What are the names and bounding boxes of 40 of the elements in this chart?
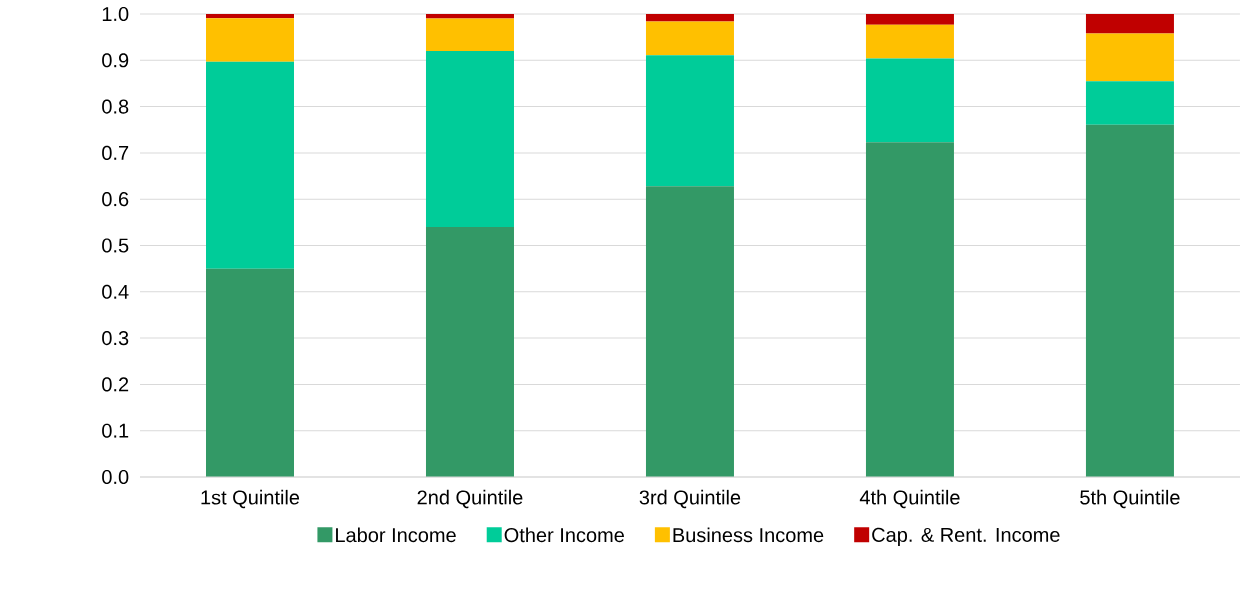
legend-label: Other Income [504, 527, 624, 543]
bar [206, 268, 294, 477]
bar [1085, 81, 1174, 125]
bar [645, 186, 734, 477]
x-tick-label: 3rd Quintile [639, 489, 741, 509]
bar [645, 55, 734, 187]
bar [425, 13, 514, 19]
y-tick-label: 0.9 [102, 53, 129, 68]
legend-label: Cap. & Rent. Income [872, 527, 1060, 546]
bar [645, 13, 734, 22]
y-tick-label: 0.2 [102, 377, 129, 392]
legend-label: Labor Income [336, 527, 456, 543]
bar [425, 226, 514, 477]
x-tick-label: 1st Quintile [201, 489, 300, 509]
x-tick-label: 4th Quintile [859, 489, 960, 509]
bar [425, 51, 514, 227]
x-tick-label: 2nd Quintile [417, 489, 523, 509]
bar [1085, 33, 1174, 82]
bar [206, 61, 294, 269]
y-tick-label: 0.3 [102, 331, 129, 346]
bar [1085, 13, 1174, 34]
y-tick-label: 0.7 [102, 145, 129, 160]
bar [865, 24, 954, 59]
x-tick-label: 5th Quintile [1080, 489, 1180, 509]
bar [1085, 124, 1174, 477]
y-tick-label: 0.8 [102, 99, 129, 114]
bar [206, 13, 294, 19]
bar [865, 13, 954, 25]
bar [865, 58, 954, 143]
y-tick-label: 1.0 [102, 6, 129, 22]
bar [865, 142, 954, 477]
y-tick-label: 0.6 [102, 192, 129, 207]
y-tick-label: 0.1 [102, 423, 129, 438]
bar [645, 21, 734, 56]
y-tick-label: 0.5 [102, 238, 129, 253]
bar [206, 18, 294, 62]
y-tick-label: 0.4 [102, 284, 129, 299]
legend-label: Business Income [673, 527, 824, 543]
y-tick-label: 0.0 [102, 469, 129, 485]
bar [425, 18, 514, 52]
